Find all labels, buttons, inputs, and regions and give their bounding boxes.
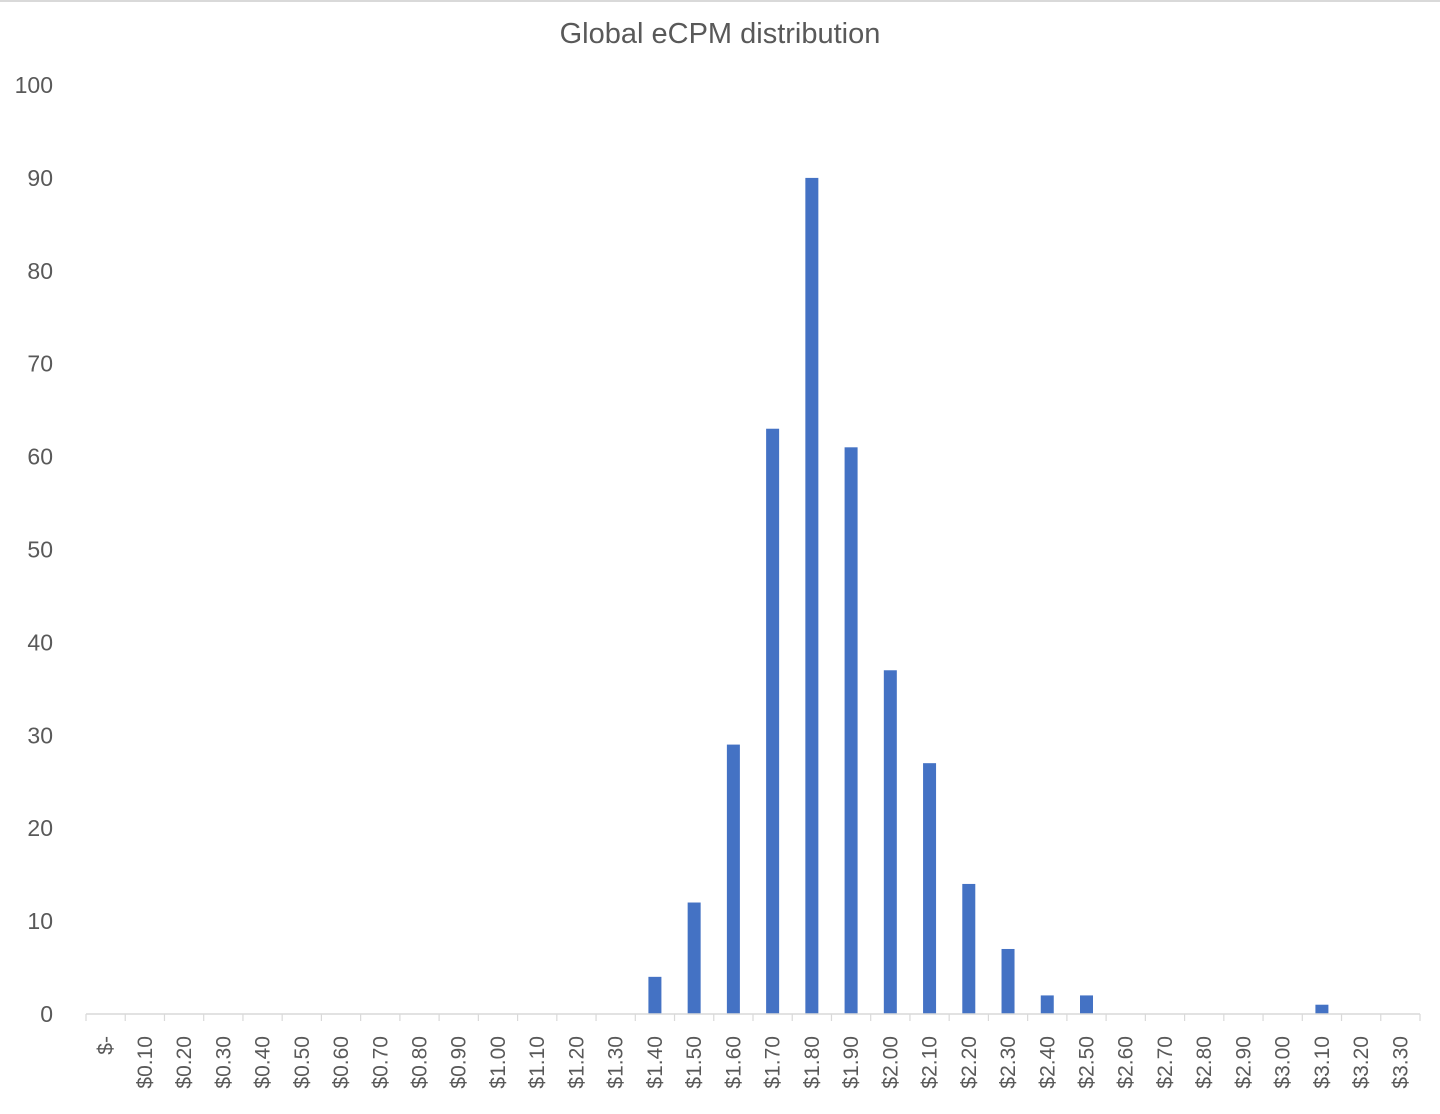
chart-title: Global eCPM distribution [559, 18, 881, 50]
y-tick-label: 60 [27, 444, 53, 470]
bar-310 [1315, 1004, 1329, 1014]
bar-150 [687, 902, 701, 1014]
y-tick-label: 100 [15, 72, 53, 98]
bar-140 [648, 976, 662, 1014]
x-tick-label: $- [95, 1036, 118, 1055]
x-tick-label: $0.20 [173, 1036, 196, 1089]
x-tick-label: $3.10 [1311, 1036, 1334, 1089]
x-tick-label: $1.70 [762, 1036, 785, 1089]
x-tick-label: $0.70 [369, 1036, 392, 1089]
bar-220 [962, 883, 976, 1014]
x-tick-label: $1.30 [605, 1036, 628, 1089]
y-tick-label: 0 [40, 1001, 53, 1027]
y-tick-label: 40 [27, 629, 53, 655]
top-border [0, 0, 1440, 2]
x-tick-label: $2.50 [1076, 1036, 1099, 1089]
y-tick-label: 20 [27, 815, 53, 841]
bar-230 [1001, 948, 1015, 1014]
bar-190 [844, 447, 858, 1014]
x-tick-label: $1.00 [487, 1036, 510, 1089]
x-tick-label: $2.10 [919, 1036, 942, 1089]
x-tick-label: $1.80 [801, 1036, 824, 1089]
bar-250 [1080, 995, 1093, 1014]
bar-180 [805, 177, 819, 1014]
x-tick-label: $0.90 [448, 1036, 471, 1089]
x-tick-label: $1.60 [722, 1036, 745, 1089]
x-tick-label: $1.90 [840, 1036, 863, 1089]
x-tick-label: $0.40 [252, 1036, 275, 1089]
y-tick-label: 30 [27, 722, 53, 748]
bar-240 [1040, 995, 1054, 1014]
bar-200 [883, 670, 897, 1014]
x-tick-label: $2.80 [1193, 1036, 1216, 1089]
bar-210 [923, 763, 937, 1014]
x-tick-label: $2.90 [1232, 1036, 1255, 1089]
x-tick-label: $0.60 [330, 1036, 353, 1089]
x-tick-label: $0.10 [134, 1036, 157, 1089]
x-tick-label: $1.20 [565, 1036, 588, 1089]
x-tick-label: $3.30 [1389, 1036, 1412, 1089]
y-tick-label: 10 [27, 908, 53, 934]
bar-170 [766, 428, 780, 1015]
y-tick-label: 80 [27, 258, 53, 284]
x-tick-label: $2.60 [1115, 1036, 1138, 1089]
x-tick-label: $3.00 [1272, 1036, 1295, 1089]
x-tick-label: $0.80 [409, 1036, 432, 1089]
y-tick-label: 90 [27, 165, 53, 191]
x-tick-label: $1.40 [644, 1036, 667, 1089]
x-tick-label: $2.70 [1154, 1036, 1177, 1089]
x-tick-label: $1.10 [526, 1036, 549, 1089]
x-tick-label: $0.50 [291, 1036, 314, 1089]
y-tick-label: 70 [27, 351, 53, 377]
x-tick-label: $0.30 [212, 1036, 235, 1089]
x-tick-label: $2.30 [997, 1036, 1020, 1089]
bar-160 [726, 744, 740, 1014]
x-tick-label: $3.20 [1350, 1036, 1373, 1089]
x-tick-label: $2.20 [958, 1036, 981, 1089]
x-tick-label: $2.40 [1036, 1036, 1059, 1089]
x-tick-label: $1.50 [683, 1036, 706, 1089]
x-tick-label: $2.00 [879, 1036, 902, 1089]
y-tick-label: 50 [27, 537, 53, 563]
